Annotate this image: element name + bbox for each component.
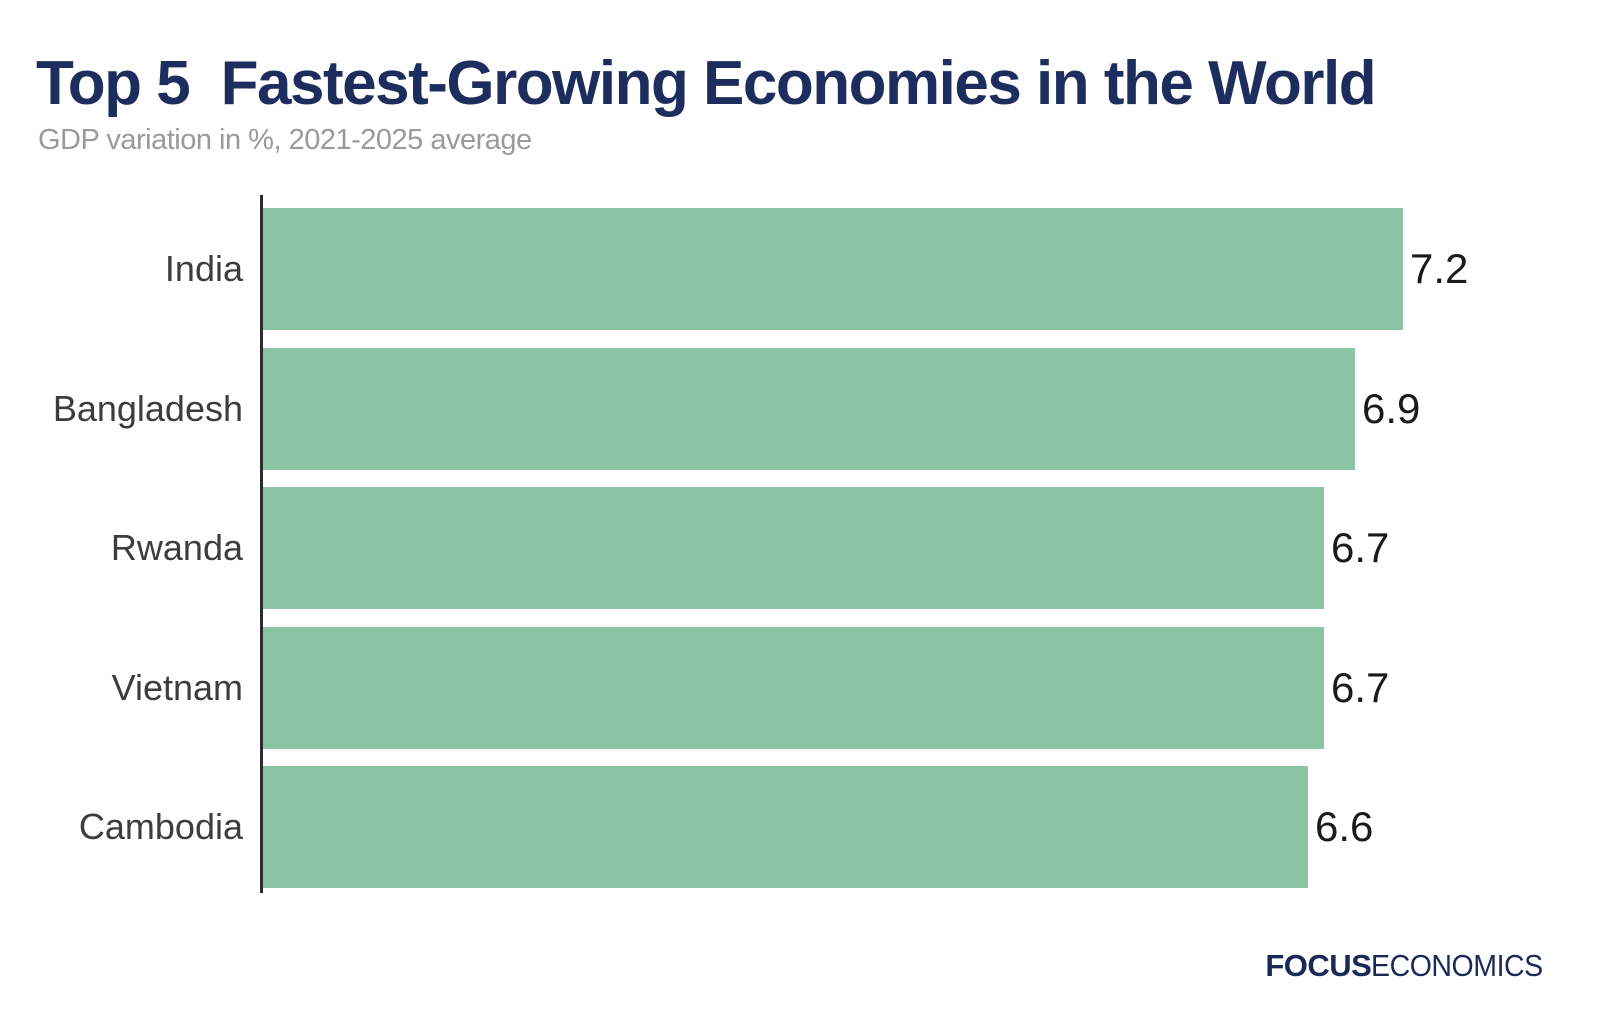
- chart-subtitle: GDP variation in %, 2021-2025 average: [38, 124, 532, 156]
- category-label: Cambodia: [78, 806, 243, 847]
- bar-row: Rwanda 6.7: [0, 487, 1600, 609]
- bar-row: Cambodia 6.6: [0, 766, 1600, 888]
- bar-india: [263, 208, 1403, 330]
- bar-row: Bangladesh 6.9: [0, 347, 1600, 470]
- value-label: 6.9: [1362, 384, 1421, 432]
- chart-title: Top 5 Fastest-Growing Economies in the W…: [36, 49, 1377, 118]
- value-label: 6.6: [1315, 803, 1374, 850]
- category-label: India: [164, 248, 243, 289]
- bar-cambodia: [263, 766, 1308, 888]
- y-axis-line: [260, 195, 263, 893]
- value-label: 6.7: [1331, 663, 1390, 711]
- category-label: Vietnam: [111, 666, 243, 708]
- category-label: Rwanda: [110, 527, 243, 568]
- bar-bangladesh: [263, 347, 1355, 470]
- focuseconomics-logo: FOCUSECONOMICS: [0, 948, 1558, 984]
- logo-regular-text: ECONOMICS: [1371, 948, 1544, 983]
- bar-vietnam: [263, 626, 1324, 749]
- value-label: 6.7: [1331, 524, 1390, 571]
- category-label: Bangladesh: [52, 387, 243, 429]
- bar-row: Vietnam 6.7: [0, 626, 1600, 749]
- value-label: 7.2: [1410, 245, 1469, 292]
- logo-bold-text: FOCUS: [1265, 948, 1372, 983]
- bar-rwanda: [263, 487, 1324, 609]
- bar-row: India 7.2: [0, 208, 1600, 330]
